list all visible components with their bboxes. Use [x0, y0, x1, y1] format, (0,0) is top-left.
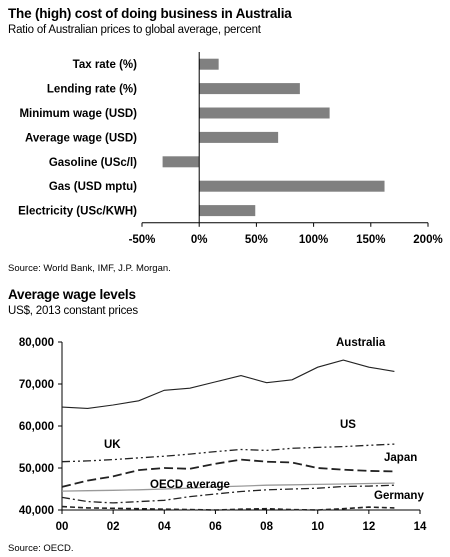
series-line-us [61, 443, 395, 463]
y-tick-label: 40,000 [19, 505, 54, 517]
category-label: Minimum wage (USD) [19, 108, 137, 120]
x-tick-label: 150% [356, 234, 385, 246]
category-label: Electricity (USc/KWH) [18, 206, 137, 218]
y-tick-label: 70,000 [19, 379, 54, 391]
category-label: Gasoline (USc/l) [49, 157, 137, 169]
series-line-australia [61, 359, 395, 409]
line-chart: 40,000 50,000 60,000 70,000 80,000 00 02 04 06 08… [19, 337, 427, 533]
series-line-oecd-average [61, 482, 395, 492]
y-tick-label: 50,000 [19, 463, 54, 475]
chart1-source: Source: World Bank, IMF, J.P. Morgan. [8, 263, 171, 274]
x-tick-label: 100% [299, 234, 328, 246]
series-label-australia: Australia [336, 337, 386, 349]
category-label: Average wage (USD) [25, 132, 137, 144]
category-label: Gas (USD mptu) [49, 181, 137, 193]
bar [199, 180, 385, 192]
x-tick-label: 0% [191, 234, 208, 246]
x-tick-label: 02 [107, 521, 120, 533]
series-label-uk: UK [104, 439, 121, 451]
x-tick-label: -50% [129, 234, 156, 246]
chart1-subtitle: Ratio of Australian prices to global ave… [8, 24, 261, 36]
series-label-japan: Japan [384, 452, 417, 464]
bar [199, 83, 300, 95]
x-tick-label: 04 [158, 521, 171, 533]
series-line-uk [61, 458, 395, 488]
bar [199, 58, 219, 70]
chart2-title: Average wage levels [8, 287, 136, 302]
bar-chart: Tax rate (%) Lending rate (%) Minimum wage… [18, 52, 443, 246]
y-tick-label: 80,000 [19, 337, 54, 349]
category-label: Lending rate (%) [47, 84, 137, 96]
x-tick-label: 06 [209, 521, 222, 533]
bar [199, 131, 279, 143]
x-tick-label: 14 [414, 521, 427, 533]
series-label-germany: Germany [374, 490, 424, 502]
x-tick-label: 50% [245, 234, 268, 246]
series-label-us: US [340, 419, 356, 431]
chart2-source: Source: OECD. [8, 543, 74, 554]
chart1-title: The (high) cost of doing business in Aus… [8, 6, 292, 21]
series-line-germany [61, 505, 395, 511]
x-tick-label: 08 [260, 521, 273, 533]
bar [199, 205, 256, 217]
chart2-subtitle: US$, 2013 constant prices [8, 305, 138, 317]
y-tick-label: 60,000 [19, 421, 54, 433]
category-label: Tax rate (%) [73, 59, 138, 71]
x-tick-label: 00 [56, 521, 69, 533]
x-tick-label: 200% [413, 234, 442, 246]
series-label-oecd-average: OECD average [150, 479, 230, 491]
bar [162, 156, 200, 168]
series-line-japan [61, 484, 395, 504]
x-tick-label: 10 [311, 521, 324, 533]
bar [199, 107, 330, 119]
x-tick-label: 12 [362, 521, 375, 533]
